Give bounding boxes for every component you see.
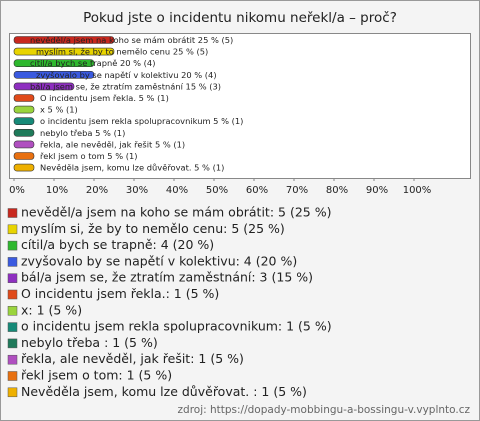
bar-label: O incidentu jsem řekla. 5 % (1): [40, 93, 169, 103]
legend-swatch: [7, 208, 18, 218]
bar-label: myslím si, že by to nemělo cenu 25 % (5): [36, 47, 208, 57]
legend-swatch: [7, 354, 18, 365]
x-tick-label: 0%: [9, 185, 25, 196]
legend-swatch: [7, 273, 18, 283]
legend-swatch: [7, 387, 18, 398]
bar: [13, 163, 35, 172]
x-tick-label: 50%: [206, 185, 228, 196]
legend-label: O incidentu jsem řekla.: 1 (5 %): [21, 286, 219, 301]
x-tick-label: 60%: [246, 185, 268, 196]
legend-label: myslím si, že by to nemělo cenu: 5 (25 %…: [21, 221, 285, 236]
x-tick-label: 10%: [46, 185, 68, 196]
bar-label: nevěděl/a jsem na koho se mám obrátit 25…: [30, 35, 233, 45]
x-tick-label: 30%: [126, 185, 148, 196]
legend-label: zvyšovalo by se napětí v kolektivu: 4 (2…: [21, 253, 297, 268]
x-tick-label: 80%: [326, 185, 348, 196]
legend-swatch: [7, 338, 18, 349]
bar: [13, 105, 35, 114]
legend-label: bál/a jsem se, že ztratím zaměstnání: 3 …: [21, 270, 313, 285]
bar-label: bál/a jsem se, že ztratím zaměstnání 15 …: [30, 81, 221, 91]
bar: [13, 59, 95, 68]
legend-swatch: [7, 289, 18, 300]
bar-label: zvyšovalo by se napětí v kolektivu 20 % …: [36, 70, 217, 80]
bar-label: o incidentu jsem rekla spolupracovnikum …: [40, 116, 243, 126]
bar: [13, 129, 35, 137]
legend-swatch: [7, 371, 18, 381]
bar: [13, 152, 35, 160]
legend-label: cítil/a bych se trapně: 4 (20 %): [21, 237, 214, 252]
bar-label: Nevěděla jsem, komu lze důvěřovat. 5 % (…: [40, 163, 224, 173]
legend-swatch: [7, 322, 18, 332]
bar: [13, 71, 95, 79]
bar: [13, 117, 35, 125]
bar: [13, 47, 115, 56]
legend-label: o incidentu jsem rekla spolupracovnikum:…: [21, 319, 332, 334]
bar: [13, 94, 35, 102]
legend-label: řekl jsem o tom: 1 (5 %): [21, 368, 172, 383]
x-tick-label: 20%: [86, 185, 108, 196]
bar: [13, 82, 75, 91]
x-tick-label: 90%: [366, 185, 388, 196]
bar-label: x 5 % (1): [40, 105, 78, 115]
legend-swatch: [7, 306, 18, 316]
x-tick-label: 70%: [286, 185, 308, 196]
legend-swatch: [7, 257, 18, 267]
bar-label: řekl jsem o tom 5 % (1): [40, 151, 137, 161]
legend-label: x: 1 (5 %): [21, 302, 82, 317]
legend-label: nevěděl/a jsem na koho se mám obrátit: 5…: [21, 205, 331, 220]
legend-swatch: [7, 224, 18, 235]
legend-label: nebylo třeba : 1 (5 %): [21, 335, 158, 350]
plot-area: [9, 33, 471, 179]
x-tick-label: 40%: [166, 185, 188, 196]
source: zdroj: https://dopady-mobbingu-a-bossing…: [178, 404, 471, 416]
bar: [13, 36, 115, 44]
x-tick-label: 100%: [403, 185, 432, 196]
legend-label: Nevěděla jsem, komu lze důvěřovat. : 1 (…: [21, 384, 307, 399]
bar-label: řekla, ale nevěděl, jak řešit 5 % (1): [40, 139, 185, 149]
bar-label: cítil/a bych se trapně 20 % (4): [30, 58, 155, 68]
bar-label: nebylo třeba 5 % (1): [40, 128, 125, 138]
bar: [13, 140, 35, 149]
legend-label: řekla, ale nevěděl, jak řešit: 1 (5 %): [21, 351, 244, 366]
chart-title: Pokud jste o incidentu nikomu neřekl/a –…: [83, 10, 397, 26]
legend-swatch: [7, 240, 18, 251]
